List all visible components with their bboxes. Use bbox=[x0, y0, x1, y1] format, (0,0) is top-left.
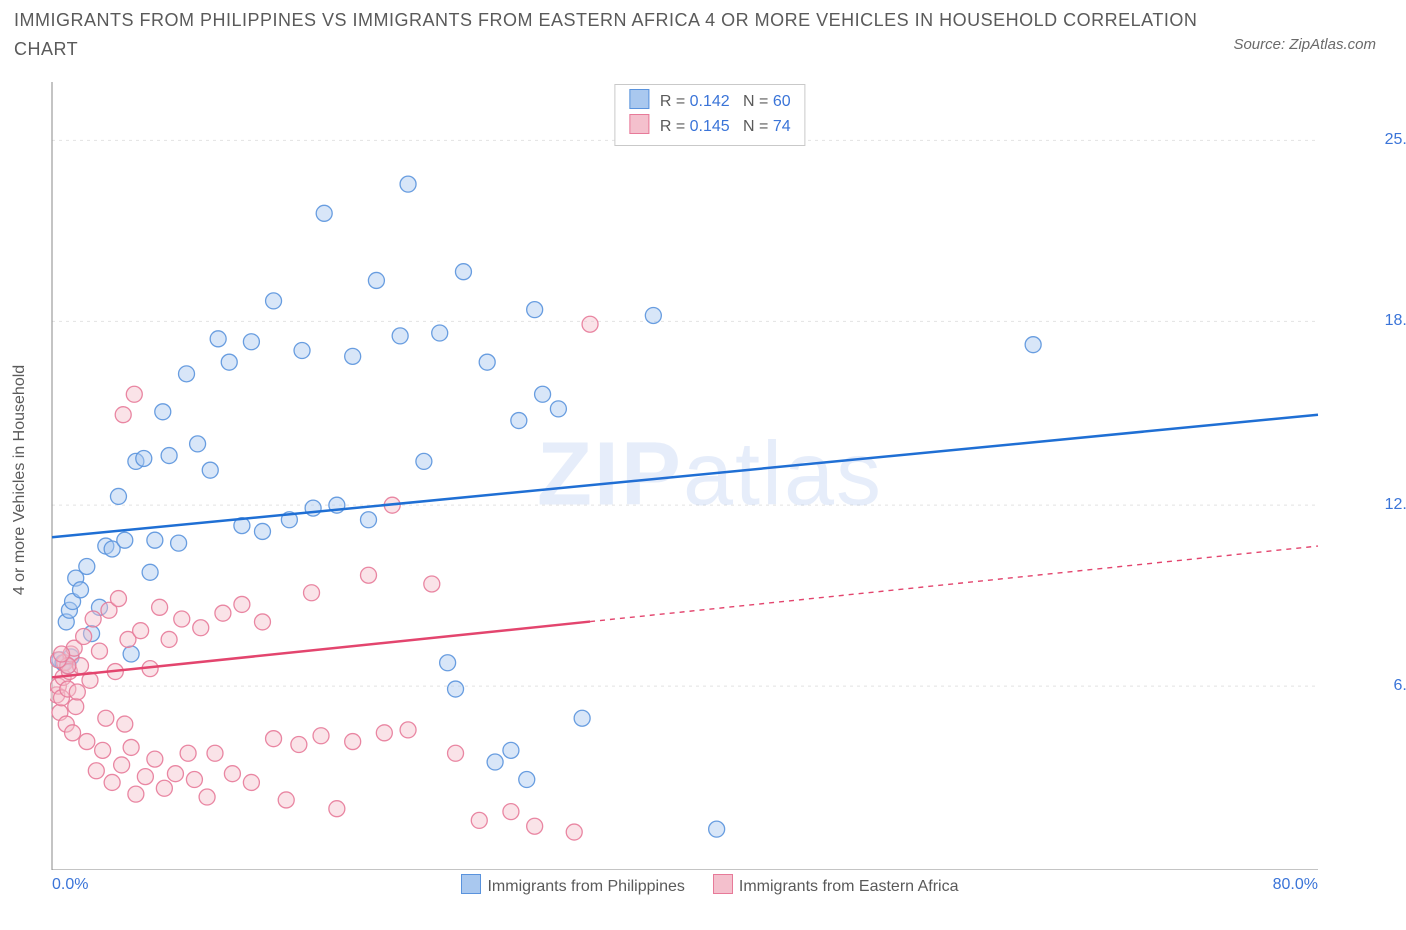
legend-label: Immigrants from Eastern Africa bbox=[739, 878, 959, 895]
stat-legend-row: R = 0.145 N = 74 bbox=[629, 114, 790, 139]
source-attribution: Source: ZipAtlas.com bbox=[1233, 36, 1376, 53]
stat-n-value: 74 bbox=[773, 118, 791, 135]
ytick-label: 12.5% bbox=[1375, 496, 1406, 514]
ytick-label: 25.0% bbox=[1375, 131, 1406, 149]
chart-svg bbox=[50, 80, 1370, 870]
legend-swatch bbox=[629, 89, 649, 109]
ytick-label: 18.8% bbox=[1375, 312, 1406, 330]
stat-legend: R = 0.142 N = 60 R = 0.145 N = 74 bbox=[614, 84, 805, 146]
y-axis-label-wrap: 4 or more Vehicles in Household bbox=[10, 280, 30, 680]
stat-n-value: 60 bbox=[773, 93, 791, 110]
stat-legend-row: R = 0.142 N = 60 bbox=[629, 89, 790, 114]
legend-swatch bbox=[629, 114, 649, 134]
legend-swatch bbox=[713, 874, 733, 894]
chart-title: IMMIGRANTS FROM PHILIPPINES VS IMMIGRANT… bbox=[14, 6, 1206, 64]
legend-label: Immigrants from Philippines bbox=[487, 878, 684, 895]
stat-r-value: 0.142 bbox=[690, 93, 730, 110]
stat-n-label: N = bbox=[743, 118, 773, 135]
ytick-label: 6.3% bbox=[1375, 677, 1406, 695]
bottom-legend: Immigrants from Philippines Immigrants fr… bbox=[50, 874, 1370, 896]
stat-r-label: R = bbox=[660, 93, 690, 110]
legend-item: Immigrants from Philippines bbox=[461, 874, 684, 896]
legend-swatch bbox=[461, 874, 481, 894]
stat-r-value: 0.145 bbox=[690, 118, 730, 135]
y-axis-label: 4 or more Vehicles in Household bbox=[11, 365, 29, 595]
stat-n-label: N = bbox=[743, 93, 773, 110]
legend-item: Immigrants from Eastern Africa bbox=[713, 874, 959, 896]
stat-r-label: R = bbox=[660, 118, 690, 135]
plot-area: ZIPatlas R = 0.142 N = 60 R = 0.145 N = … bbox=[50, 80, 1370, 870]
